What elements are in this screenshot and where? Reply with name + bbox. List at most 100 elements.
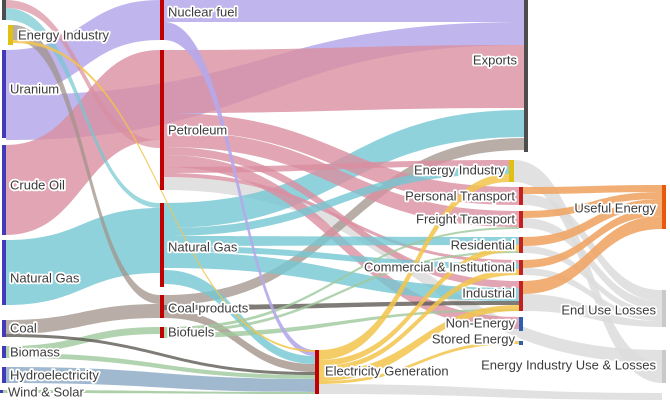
node-freight-transport[interactable]: [519, 211, 523, 228]
link-wind-solar-to-electricity-generation[interactable]: [3, 390, 315, 394]
node-wind-solar[interactable]: [0, 390, 3, 393]
link-crude-oil-to-petroleum[interactable]: [6, 50, 160, 235]
link-coal-to-coal-products[interactable]: [6, 304, 160, 334]
link-industrial-to-end-use-losses[interactable]: [523, 294, 662, 327]
node-electricity-generation[interactable]: [315, 350, 319, 394]
node-end-use-losses[interactable]: [662, 290, 666, 327]
label-exports: Exports: [473, 53, 518, 68]
node-energy-industry-use-losses[interactable]: [662, 350, 666, 383]
link-natural-gas-mid-to-industrial[interactable]: [164, 252, 519, 301]
link-coal-to-electricity-generation[interactable]: [6, 334, 315, 375]
node-coal-products[interactable]: [160, 295, 164, 318]
node-unlabeled[interactable]: [2, 0, 6, 20]
label-biofuels: Biofuels: [168, 325, 215, 340]
node-personal-transport[interactable]: [519, 187, 523, 205]
node-commercial-institutional[interactable]: [519, 260, 523, 275]
link-commercial-institutional-to-end-use-losses[interactable]: [523, 268, 662, 321]
link-residential-to-end-use-losses[interactable]: [523, 246, 662, 316]
node-useful-energy[interactable]: [662, 185, 666, 229]
link-petroleum-to-personal-transport[interactable]: [164, 113, 519, 205]
link-biofuels-to-residential[interactable]: [164, 251, 519, 333]
label-stored-energy: Stored Energy: [432, 332, 516, 347]
link-electricity-generation-to-industrial[interactable]: [319, 305, 519, 381]
links-layer: [3, 0, 662, 400]
link-coal-products-to-electricity-generation[interactable]: [164, 310, 315, 372]
label-uranium: Uranium: [10, 82, 59, 97]
link-natural-gas-mid-to-commercial-institutional[interactable]: [164, 246, 519, 269]
link-freight-transport-to-useful-energy[interactable]: [523, 192, 662, 218]
node-residential[interactable]: [519, 237, 523, 253]
link-natural-gas-left-to-natural-gas-mid[interactable]: [6, 208, 160, 305]
link-petroleum-to-exports[interactable]: [164, 45, 524, 113]
link-electricity-generation-to-energy-industry-right[interactable]: [319, 174, 509, 360]
link-energy-industry-left-to-electricity-generation[interactable]: [13, 40, 315, 352]
link-coal-products-to-industrial[interactable]: [164, 301, 519, 310]
link-electricity-generation-to-energy-industry-use-losses[interactable]: [319, 384, 662, 400]
label-commercial-institutional: Commercial & Institutional: [364, 260, 515, 275]
link-natural-gas-mid-to-electricity-generation[interactable]: [164, 270, 315, 364]
node-uranium[interactable]: [2, 50, 6, 138]
label-freight-transport: Freight Transport: [416, 212, 515, 227]
link-electricity-generation-to-residential[interactable]: [319, 245, 519, 366]
label-energy-industry-use-losses: Energy Industry Use & Losses: [481, 358, 656, 373]
link-energy-industry-left-to-coal-products[interactable]: [13, 25, 160, 304]
label-energy-industry-left: Energy Industry: [18, 28, 110, 43]
node-nuclear-fuel[interactable]: [160, 0, 164, 40]
node-coal[interactable]: [2, 320, 6, 337]
label-non-energy: Non-Energy: [446, 316, 516, 331]
link-personal-transport-to-useful-energy[interactable]: [523, 185, 662, 194]
node-natural-gas-mid[interactable]: [160, 203, 164, 287]
node-hydroelectricity[interactable]: [2, 367, 6, 383]
link-biomass-to-electricity-generation[interactable]: [6, 353, 315, 379]
nodes-layer: [0, 0, 666, 394]
link-petroleum-to-energy-industry-right[interactable]: [164, 160, 509, 173]
link-hydroelectricity-to-electricity-generation[interactable]: [6, 367, 315, 392]
labels-layer: Energy Industry Uranium Crude Oil Natural G…: [6, 3, 658, 400]
link-natural-gas-mid-to-energy-industry-right[interactable]: [164, 166, 509, 236]
node-energy-industry-right[interactable]: [509, 160, 514, 182]
node-stored-energy[interactable]: [519, 341, 523, 345]
label-useful-energy: Useful Energy: [574, 201, 656, 216]
link-unlabeled-to-natural-gas-mid[interactable]: [6, 8, 160, 208]
node-petroleum[interactable]: [160, 50, 164, 190]
link-energy-industry-right-to-energy-industry-use-losses[interactable]: [514, 160, 662, 383]
label-industrial: Industrial: [462, 286, 515, 301]
label-natural-gas-left: Natural Gas: [10, 271, 80, 286]
node-biomass[interactable]: [2, 346, 6, 358]
link-industrial-to-useful-energy[interactable]: [523, 216, 662, 294]
node-biofuels[interactable]: [160, 327, 164, 338]
node-energy-industry-left[interactable]: [8, 25, 13, 45]
link-biofuels-to-industrial[interactable]: [164, 309, 519, 338]
link-unlabeled-to-petroleum[interactable]: [6, 0, 160, 148]
label-electricity-generation: Electricity Generation: [325, 364, 449, 379]
label-hydroelectricity: Hydroelectricity: [10, 368, 99, 383]
node-natural-gas-left[interactable]: [2, 240, 6, 305]
link-freight-transport-to-end-use-losses[interactable]: [523, 218, 662, 310]
link-residential-to-useful-energy[interactable]: [523, 199, 662, 246]
link-personal-transport-to-end-use-losses[interactable]: [523, 194, 662, 301]
label-wind-solar: Wind & Solar: [8, 385, 85, 400]
link-electricity-generation-to-commercial-institutional[interactable]: [319, 269, 519, 371]
link-uranium-to-nuclear-fuel[interactable]: [6, 0, 160, 95]
node-exports[interactable]: [524, 0, 528, 152]
node-crude-oil[interactable]: [2, 145, 6, 235]
link-nuclear-fuel-to-electricity-generation[interactable]: [164, 22, 315, 356]
link-commercial-institutional-to-useful-energy[interactable]: [523, 208, 662, 268]
node-non-energy[interactable]: [519, 317, 523, 331]
link-biofuels-to-freight-transport[interactable]: [164, 227, 519, 330]
label-biomass: Biomass: [10, 345, 60, 360]
link-petroleum-to-commercial-institutional[interactable]: [164, 173, 519, 263]
label-crude-oil: Crude Oil: [10, 178, 65, 193]
label-energy-industry-right: Energy Industry: [414, 163, 506, 178]
node-industrial[interactable]: [519, 281, 523, 311]
link-electricity-generation-to-stored-energy[interactable]: [319, 341, 519, 384]
label-natural-gas-mid: Natural Gas: [168, 240, 238, 255]
link-nuclear-fuel-to-exports[interactable]: [164, 0, 524, 22]
label-coal: Coal: [10, 321, 37, 336]
label-end-use-losses: End Use Losses: [561, 303, 656, 318]
label-coal-products: Coal products: [168, 301, 249, 316]
link-petroleum-to-freight-transport[interactable]: [164, 131, 519, 227]
label-residential: Residential: [451, 238, 515, 253]
